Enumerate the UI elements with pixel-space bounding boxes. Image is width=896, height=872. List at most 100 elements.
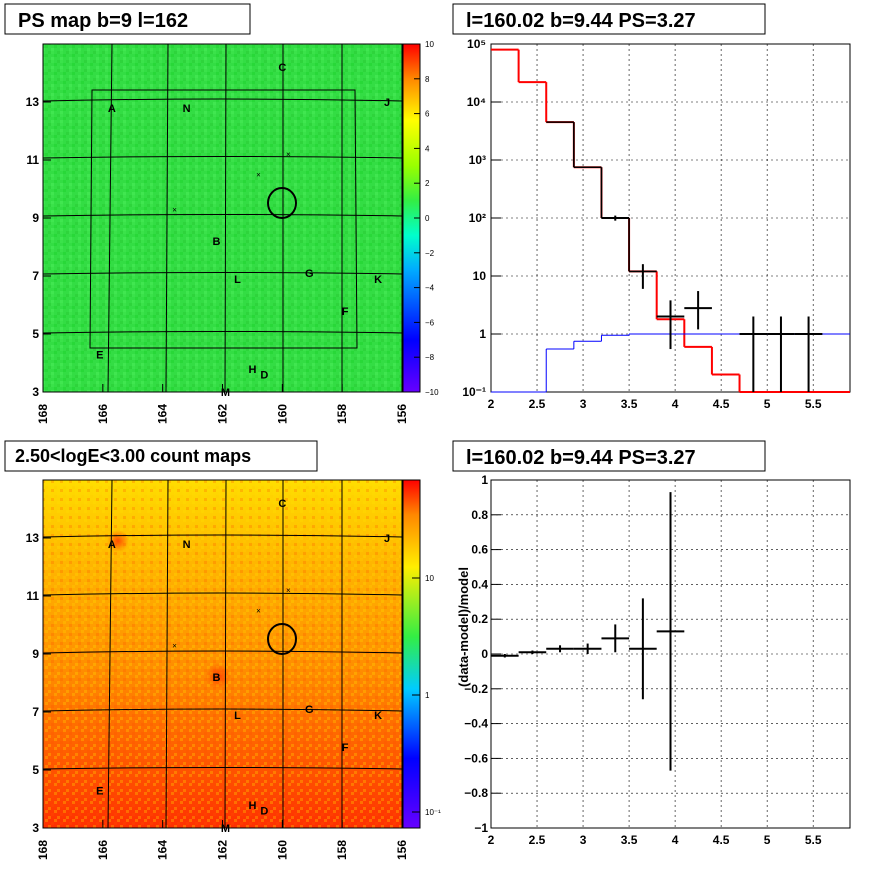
ps-colorbar-ticks: 10 8 6 4 2 0 −2 −4 −6 −8 −10 [414, 40, 439, 397]
residual-panel: l=160.02 b=9.44 PS=3.27 2 2.5 3 3.5 4 4.5 5 5.5… [452, 440, 851, 847]
y-tick-label: 3 [32, 385, 39, 399]
data-point [767, 316, 795, 392]
source-label: L [234, 274, 241, 286]
x-tick-label: 164 [156, 404, 170, 424]
x-tick-label: 4 [672, 833, 679, 847]
residual-point [601, 624, 630, 653]
marker-x: × [286, 586, 291, 595]
x-tick-label: 164 [156, 840, 170, 860]
colorbar-tick-label: 6 [425, 110, 430, 119]
source-label: D [260, 370, 268, 382]
x-tick-label: 2.5 [529, 397, 546, 411]
spectrum-panel: l=160.02 b=9.44 PS=3.27 2 2.5 3 3.5 4 4.5 5 5.5… [452, 3, 851, 411]
x-tick-label: 5.5 [805, 833, 822, 847]
y-tick-label: −0.4 [464, 717, 488, 731]
colorbar-tick-label: 2 [425, 179, 430, 188]
source-label: J [384, 533, 390, 545]
y-tick-label: 1 [481, 473, 488, 487]
x-tick-label: 156 [395, 404, 409, 424]
y-tick-label: 3 [32, 821, 39, 835]
x-tick-label: 2 [488, 397, 495, 411]
x-tick-label: 162 [216, 404, 230, 424]
y-tick-label: 13 [26, 95, 40, 109]
source-label: B [213, 236, 221, 248]
y-tick-label: 10⁴ [467, 95, 486, 109]
source-blob-b [205, 663, 231, 689]
colorbar-tick-label: 1 [425, 691, 430, 700]
colorbar-tick-label: 10 [425, 40, 434, 49]
marker-x: × [286, 150, 291, 159]
source-label: H [248, 800, 256, 812]
residual-title-box [452, 440, 766, 472]
ps-map-title-box [4, 3, 251, 35]
x-tick-label: 166 [96, 404, 110, 424]
x-tick-label: 160 [275, 840, 289, 860]
y-tick-label: 5 [32, 327, 39, 341]
spectrum-title-box [452, 3, 766, 35]
colorbar-tick-label: 10 [425, 574, 434, 583]
y-tick-label: −0.8 [464, 786, 488, 800]
count-map-title: 2.50<logE<3.00 count maps [15, 446, 251, 466]
source-label: G [305, 268, 314, 280]
y-tick-label: −0.6 [464, 751, 488, 765]
source-label: A [108, 539, 116, 551]
x-tick-label: 166 [96, 840, 110, 860]
colorbar-tick-label: −4 [425, 284, 435, 293]
colorbar-tick-label: −10 [425, 388, 439, 397]
marker-x: × [256, 607, 261, 616]
marker-x: × [256, 171, 261, 180]
ps-map-title: PS map b=9 l=162 [18, 10, 188, 32]
colorbar-tick-label: −8 [425, 353, 435, 362]
residual-axes: 2 2.5 3 3.5 4 4.5 5 5.5 −1 −0.8 −0.6 −0.4 −0.2 0 0.2 0.… [464, 473, 822, 847]
x-tick-label: 160 [275, 404, 289, 424]
x-tick-label: 162 [216, 840, 230, 860]
y-tick-label: 10⁻¹ [462, 385, 486, 399]
y-tick-label: 10² [469, 211, 486, 225]
y-tick-label: 7 [32, 705, 39, 719]
x-tick-label: 3 [580, 833, 587, 847]
residual-point [573, 643, 602, 654]
ps-map-grid [42, 43, 403, 393]
ps-map-x-ticks: 168 166 164 162 160 158 156 [36, 384, 409, 424]
x-tick-label: 2.5 [529, 833, 546, 847]
colorbar-tick-label: −2 [425, 249, 435, 258]
target-circle [267, 187, 297, 219]
residual-point [491, 654, 519, 658]
y-tick-label: 10 [473, 269, 487, 283]
x-tick-label: 3.5 [621, 833, 638, 847]
source-label: A [108, 103, 116, 115]
source-label: B [213, 672, 221, 684]
colorbar-tick-label: 0 [425, 214, 430, 223]
count-map-title-box [4, 440, 318, 472]
residual-point [546, 645, 574, 653]
count-map-noise [43, 480, 402, 828]
y-tick-label: 11 [26, 589, 39, 603]
residual-point [518, 650, 547, 654]
source-label: M [221, 823, 230, 835]
x-tick-label: 156 [395, 840, 409, 860]
residual-grid [490, 479, 850, 829]
colorbar-tick-label: 10⁻¹ [425, 808, 441, 817]
source-label: J [384, 97, 390, 109]
residual-series [491, 492, 685, 771]
y-tick-label: −0.2 [464, 682, 488, 696]
x-tick-label: 5 [764, 833, 771, 847]
y-tick-label: 11 [26, 153, 39, 167]
spectrum-series [491, 48, 850, 393]
x-tick-label: 2 [488, 833, 495, 847]
ps-map-image [43, 44, 402, 392]
source-label: H [248, 364, 256, 376]
y-tick-label: 0.8 [471, 508, 488, 522]
residual-point [629, 598, 657, 700]
x-tick-label: 3 [580, 397, 587, 411]
spectrum-axes: 2 2.5 3 3.5 4 4.5 5 5.5 10⁻¹ 1 10 10² 10³ 10⁴ 10⁵ [462, 37, 822, 411]
residual-point [656, 492, 685, 771]
target-circle [267, 623, 297, 655]
source-label: K [374, 710, 382, 722]
source-label: F [342, 742, 349, 754]
residual-title: l=160.02 b=9.44 PS=3.27 [466, 447, 696, 469]
source-label: E [96, 785, 103, 797]
count-map-sources: C A N J B L G K F E H D M × × × [96, 498, 390, 835]
